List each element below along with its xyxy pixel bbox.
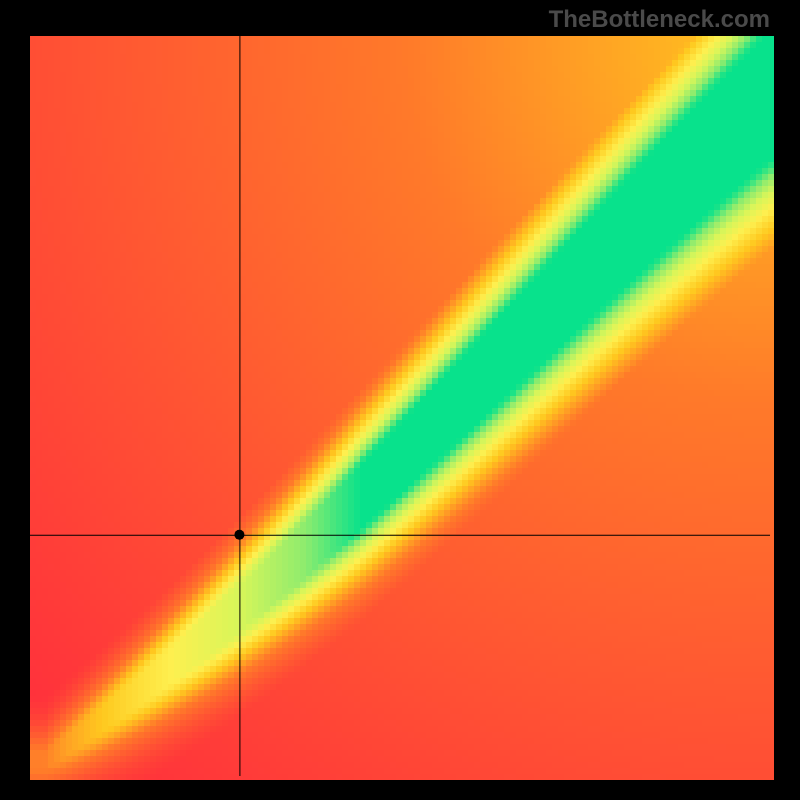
- heatmap-canvas: [0, 0, 800, 800]
- chart-container: TheBottleneck.com: [0, 0, 800, 800]
- watermark-text: TheBottleneck.com: [549, 6, 770, 34]
